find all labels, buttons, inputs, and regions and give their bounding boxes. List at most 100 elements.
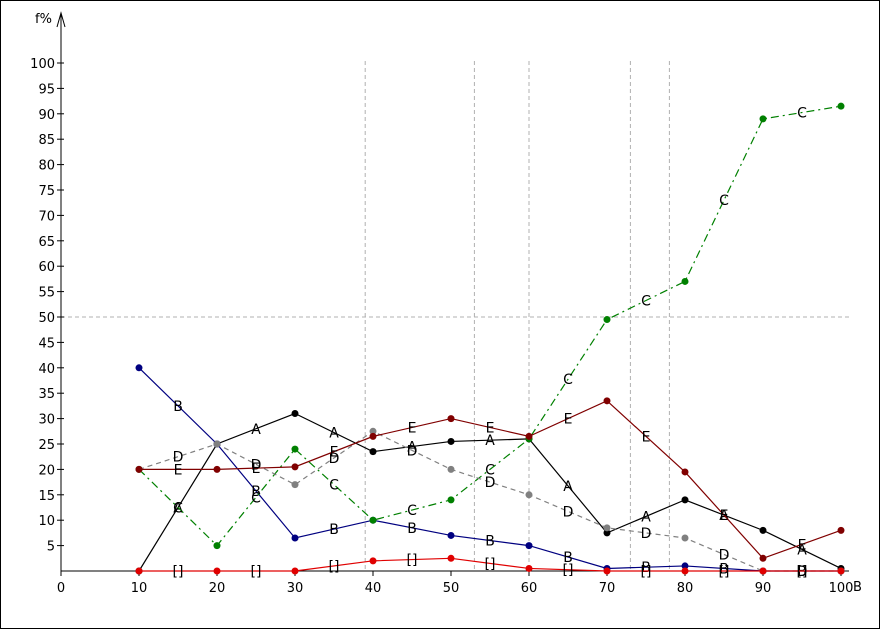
y-tick-label: 50: [38, 311, 55, 326]
data-point: [135, 567, 143, 575]
data-point: [759, 554, 767, 562]
data-point: [759, 115, 767, 123]
y-axis-label: f%: [35, 12, 52, 27]
series-label: C: [485, 462, 495, 478]
data-point: [135, 465, 143, 473]
series-label: E: [252, 461, 261, 477]
y-tick-label: 45: [38, 336, 55, 351]
y-tick-label: 40: [38, 362, 55, 377]
series-line: [138, 430, 841, 572]
y-tick-label: 35: [38, 387, 55, 402]
data-point: [369, 427, 377, 435]
data-point: [291, 410, 299, 418]
data-point: [369, 432, 377, 440]
x-tick-label: 100: [829, 581, 854, 596]
series-label: E: [174, 462, 183, 478]
series-label: []: [563, 563, 574, 579]
data-point: [447, 415, 455, 423]
series-label: B: [563, 550, 573, 566]
series-label: A: [407, 440, 417, 456]
data-point: [213, 567, 221, 575]
series-label: A: [251, 422, 261, 438]
series-label: []: [719, 564, 730, 580]
series-label: D: [797, 564, 808, 580]
series-label: E: [642, 429, 651, 445]
data-point: [681, 496, 689, 504]
data-point: [291, 534, 299, 542]
series-line: [138, 367, 841, 572]
series-label: D: [407, 443, 418, 459]
series-label: E: [486, 420, 495, 436]
y-tick-label: 30: [38, 413, 55, 428]
y-tick-label: 20: [38, 463, 55, 478]
series-label: E: [408, 420, 417, 436]
data-point: [291, 481, 299, 489]
series-label: D: [251, 457, 262, 473]
series-line: [139, 400, 842, 560]
series-label: D: [173, 450, 184, 466]
data-point: [447, 531, 455, 539]
data-point: [681, 567, 689, 575]
y-tick-label: 95: [38, 82, 55, 97]
y-tick-label: 10: [38, 514, 55, 529]
data-point: [603, 397, 611, 405]
series-4: E E E E E E E E E: [135, 397, 845, 562]
data-point: [603, 567, 611, 575]
data-point: [447, 465, 455, 473]
series-label: D: [719, 547, 730, 563]
series-label: D: [485, 475, 496, 491]
series-label: B: [641, 560, 651, 576]
series-label: C: [251, 490, 261, 506]
x-axis-label: B: [853, 580, 862, 595]
data-point: [135, 364, 143, 372]
series-5: [] [] [] [] [] [] [] [] []: [135, 553, 845, 580]
series-2: C C C C C C C C C: [135, 102, 845, 550]
x-tick-label: 50: [443, 581, 460, 596]
series-label: A: [329, 426, 339, 442]
series-label: D: [641, 526, 652, 542]
y-tick-label: 75: [38, 184, 55, 199]
data-point: [603, 524, 611, 532]
data-point: [681, 562, 689, 570]
data-point: [837, 567, 845, 575]
data-point: [603, 529, 611, 537]
y-tick-label: 70: [38, 209, 55, 224]
series-label: B: [485, 534, 495, 550]
y-tick-label: 65: [38, 235, 55, 250]
series-label: E: [564, 412, 573, 428]
x-tick-label: 70: [599, 581, 616, 596]
y-tick-label: 90: [38, 108, 55, 123]
data-point: [525, 564, 533, 572]
data-point: [759, 567, 767, 575]
y-tick-label: 25: [38, 438, 55, 453]
series-label: E: [798, 537, 807, 553]
series-label: A: [563, 479, 573, 495]
y-tick-label: 5: [47, 540, 55, 555]
series-label: E: [330, 445, 339, 461]
data-point: [369, 516, 377, 524]
series-label: D: [329, 451, 340, 467]
data-point: [681, 534, 689, 542]
series-label: E: [720, 508, 729, 524]
x-tick-label: 90: [755, 581, 772, 596]
series-label: []: [641, 564, 652, 580]
axes: [56, 11, 849, 572]
y-tick-label: 15: [38, 489, 55, 504]
series-label: B: [173, 399, 183, 415]
data-point: [525, 491, 533, 499]
data-point: [447, 554, 455, 562]
data-point: [291, 445, 299, 453]
x-tick-label: 0: [57, 581, 65, 596]
data-point: [213, 465, 221, 473]
series-label: []: [407, 553, 418, 569]
series-label: D: [563, 504, 574, 520]
series-label: C: [719, 193, 729, 209]
data-point: [837, 102, 845, 110]
series-label: A: [797, 542, 807, 558]
y-axis-arrow-icon: [56, 11, 66, 28]
y-ticks: 5 10 15 20 25 30 35 40 45 50 55 60 65 70 75 80 85 90 95 100: [30, 57, 64, 555]
y-tick-label: 60: [38, 260, 55, 275]
series-line: [139, 557, 841, 572]
